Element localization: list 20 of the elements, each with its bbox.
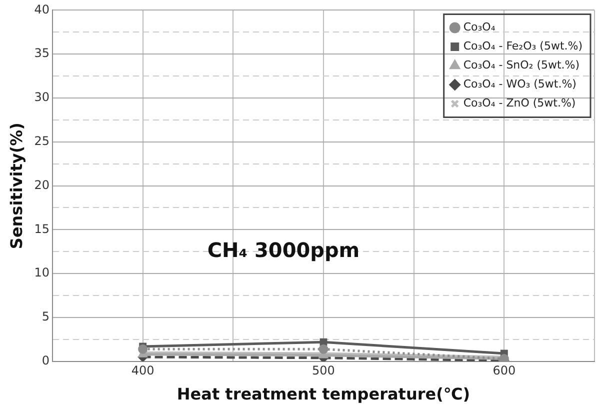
y-tick-label: 25 <box>34 134 50 148</box>
y-tick-label: 35 <box>34 46 50 60</box>
y-tick-label: 15 <box>34 222 50 236</box>
y-tick-label: 40 <box>34 2 50 16</box>
x-axis-title: Heat treatment temperature(℃) <box>176 384 470 404</box>
legend-label: Co₃O₄ <box>463 20 496 34</box>
annotation: CH₄ 3000ppm <box>207 238 360 262</box>
legend-label: Co₃O₄ - ZnO (5wt.%) <box>463 96 576 110</box>
x-tick-label: 400 <box>131 364 154 378</box>
y-axis-title: Sensitivity(%) <box>6 122 26 250</box>
legend-label: Co₃O₄ - Fe₂O₃ (5wt.%) <box>463 40 583 53</box>
x-tick-label: 600 <box>492 364 516 378</box>
y-tick-label: 0 <box>42 354 50 368</box>
legend-label: Co₃O₄ - SnO₂ (5wt.%) <box>463 58 580 72</box>
y-tick-label: 30 <box>34 90 50 104</box>
y-tick-label: 10 <box>34 266 50 280</box>
legend-label: Co₃O₄ - WO₃ (5wt.%) <box>463 78 576 91</box>
y-tick-label: 20 <box>34 178 50 192</box>
x-tick-label: 500 <box>312 364 335 378</box>
y-tick-label: 5 <box>42 310 50 324</box>
